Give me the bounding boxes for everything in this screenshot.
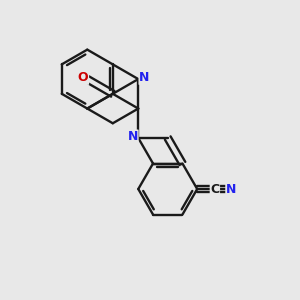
- Text: O: O: [78, 71, 88, 84]
- Text: N: N: [128, 130, 138, 143]
- Text: N: N: [226, 182, 236, 196]
- Text: C: C: [210, 182, 219, 196]
- Text: N: N: [139, 71, 149, 84]
